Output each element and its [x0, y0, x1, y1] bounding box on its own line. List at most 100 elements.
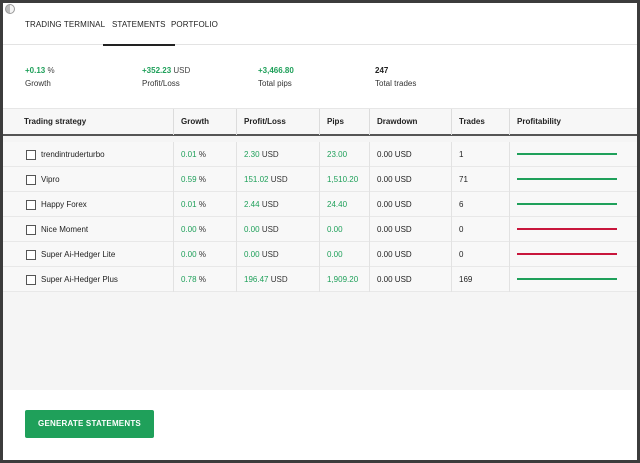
- profit-cell: 196.47 USD: [236, 267, 319, 292]
- generate-statements-button[interactable]: GENERATE STATEMENTS: [25, 410, 154, 438]
- row-checkbox[interactable]: [26, 175, 36, 185]
- growth-cell: 0.59 %: [173, 167, 236, 192]
- profit-number: 151.02: [244, 175, 269, 184]
- growth-unit: %: [198, 175, 206, 184]
- header-trades: Trades: [451, 109, 509, 135]
- strategy-name: Happy Forex: [41, 200, 87, 209]
- profit-unit: USD: [270, 275, 288, 284]
- strategy-cell: Vipro: [3, 167, 173, 192]
- header-growth: Growth: [173, 109, 236, 135]
- header-pips: Pips: [319, 109, 369, 135]
- growth-cell: 0.78 %: [173, 267, 236, 292]
- tab-trading-terminal[interactable]: TRADING TERMINAL: [25, 20, 106, 29]
- strategy-name: Vipro: [41, 175, 60, 184]
- profit-number: 0.00: [244, 250, 260, 259]
- trades-cell: 71: [451, 167, 509, 192]
- profit-unit: USD: [261, 200, 279, 209]
- profit-unit: USD: [261, 225, 279, 234]
- row-checkbox[interactable]: [26, 200, 36, 210]
- pips-number: 1,909.20: [327, 275, 359, 284]
- row-checkbox[interactable]: [26, 250, 36, 260]
- pips-cell: 0.00: [319, 242, 369, 267]
- growth-unit: %: [47, 66, 55, 75]
- growth-unit: %: [198, 150, 206, 159]
- profit-unit: USD: [261, 150, 279, 159]
- header-drawdown: Drawdown: [369, 109, 451, 135]
- profit-number: 2.30: [244, 150, 260, 159]
- profit-number: 2.44: [244, 200, 260, 209]
- table-header: Trading strategy Growth Profit/Loss Pips…: [3, 108, 637, 136]
- pips-label: Total pips: [258, 79, 292, 88]
- profit-number: 196.47: [244, 275, 269, 284]
- trades-cell: 6: [451, 192, 509, 217]
- trades-label: Total trades: [375, 79, 417, 88]
- drawdown-cell: 0.00 USD: [369, 217, 451, 242]
- tab-bar: TRADING TERMINAL STATEMENTS PORTFOLIO: [3, 3, 637, 46]
- strategy-cell: Super Ai-Hedger Plus: [3, 267, 173, 292]
- profitability-cell: [509, 267, 637, 292]
- strategy-cell: trendintruderturbo: [3, 142, 173, 167]
- tab-portfolio[interactable]: PORTFOLIO: [171, 20, 218, 29]
- row-checkbox[interactable]: [26, 150, 36, 160]
- profitability-cell: [509, 217, 637, 242]
- profit-cell: 2.44 USD: [236, 192, 319, 217]
- growth-label: Growth: [25, 79, 51, 88]
- profitability-cell: [509, 242, 637, 267]
- table-row: Nice Moment 0.00 % 0.00 USD 0.00 0.00 USD 0: [3, 217, 637, 242]
- growth-unit: %: [198, 200, 206, 209]
- summary-pips: +3,466.80 Total pips: [258, 66, 294, 89]
- pips-cell: 1,510.20: [319, 167, 369, 192]
- growth-number: 0.59: [181, 175, 197, 184]
- trades-cell: 0: [451, 242, 509, 267]
- profitability-bar: [517, 253, 617, 255]
- profitability-bar: [517, 178, 617, 180]
- row-checkbox[interactable]: [26, 225, 36, 235]
- pips-number: 0.00: [327, 225, 343, 234]
- profit-label: Profit/Loss: [142, 79, 180, 88]
- growth-cell: 0.00 %: [173, 217, 236, 242]
- growth-number: 0.01: [181, 150, 197, 159]
- strategy-name: Super Ai-Hedger Lite: [41, 250, 116, 259]
- trades-cell: 1: [451, 142, 509, 167]
- drawdown-cell: 0.00 USD: [369, 192, 451, 217]
- profit-number: 0.00: [244, 225, 260, 234]
- growth-number: 0.01: [181, 200, 197, 209]
- profit-cell: 2.30 USD: [236, 142, 319, 167]
- row-checkbox[interactable]: [26, 275, 36, 285]
- tab-statements[interactable]: STATEMENTS: [103, 20, 175, 46]
- strategy-name: Super Ai-Hedger Plus: [41, 275, 118, 284]
- profit-unit: USD: [270, 175, 288, 184]
- profitability-cell: [509, 142, 637, 167]
- profitability-cell: [509, 192, 637, 217]
- pips-number: 0.00: [327, 250, 343, 259]
- strategy-name: Nice Moment: [41, 225, 89, 234]
- drawdown-cell: 0.00 USD: [369, 142, 451, 167]
- growth-number: 0.00: [181, 250, 197, 259]
- pips-number: 23.00: [327, 150, 348, 159]
- growth-unit: %: [198, 250, 206, 259]
- strategy-name: trendintruderturbo: [41, 150, 105, 159]
- header-strategy: Trading strategy: [24, 117, 87, 126]
- profit-unit: USD: [261, 250, 279, 259]
- drawdown-cell: 0.00 USD: [369, 167, 451, 192]
- profitability-bar: [517, 153, 617, 155]
- strategy-cell: Super Ai-Hedger Lite: [3, 242, 173, 267]
- growth-unit: %: [198, 225, 206, 234]
- profit-cell: 0.00 USD: [236, 242, 319, 267]
- profit-value: +352.23: [142, 66, 172, 75]
- summary-profit: +352.23 USD Profit/Loss: [142, 66, 190, 89]
- summary-growth: +0.13 % Growth: [25, 66, 55, 89]
- pips-cell: 24.40: [319, 192, 369, 217]
- header-profit: Profit/Loss: [236, 109, 319, 135]
- trades-value: 247: [375, 66, 389, 75]
- profit-cell: 151.02 USD: [236, 167, 319, 192]
- summary-trades: 247 Total trades: [375, 66, 416, 89]
- pips-value: +3,466.80: [258, 66, 294, 75]
- profitability-bar: [517, 203, 617, 205]
- growth-number: 0.78: [181, 275, 197, 284]
- profitability-bar: [517, 278, 617, 280]
- table-row: Happy Forex 0.01 % 2.44 USD 24.40 0.00 USD 6: [3, 192, 637, 217]
- pips-number: 24.40: [327, 200, 348, 209]
- table-row: Super Ai-Hedger Lite 0.00 % 0.00 USD 0.00 0.…: [3, 242, 637, 267]
- profit-cell: 0.00 USD: [236, 217, 319, 242]
